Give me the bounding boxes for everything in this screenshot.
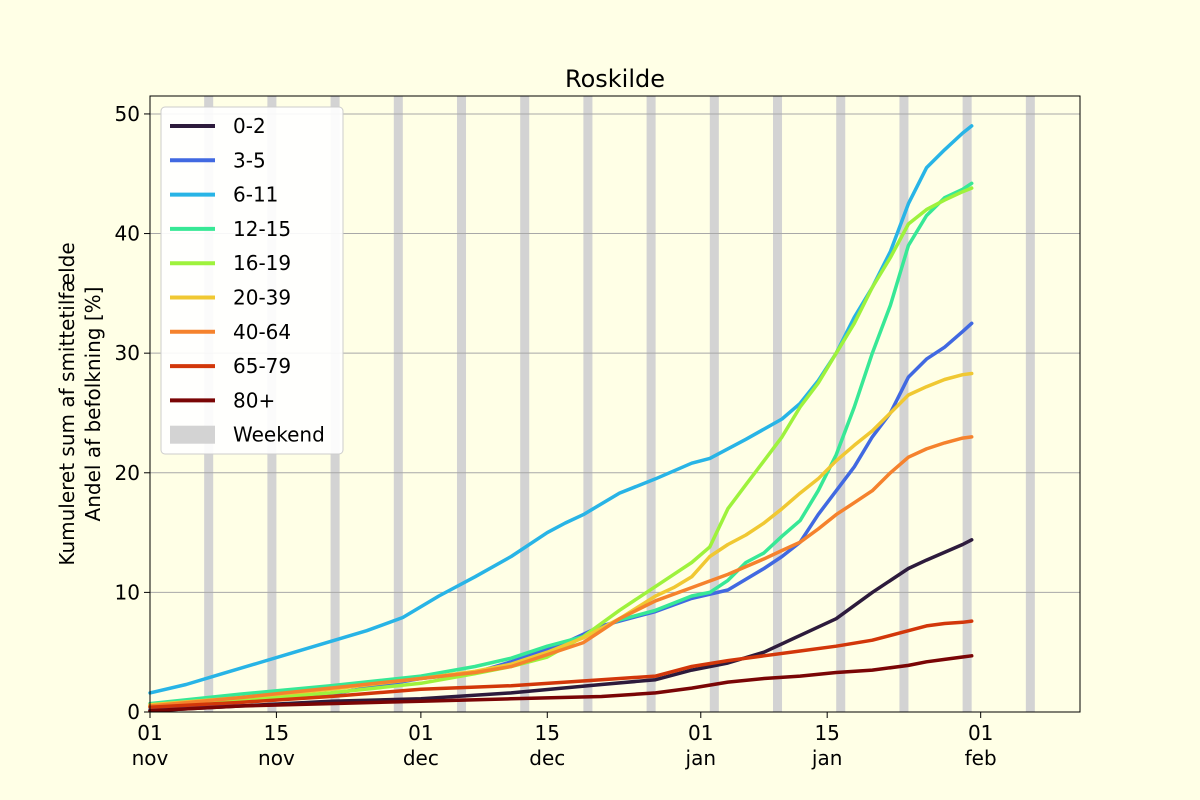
x-tick-label-day-1: 15 xyxy=(264,721,289,745)
x-tick-label-month-0: nov xyxy=(132,746,169,770)
series-line-40-64 xyxy=(148,435,974,708)
weekend-band-9 xyxy=(773,96,783,712)
legend-label-40-64: 40-64 xyxy=(233,320,291,344)
y-tick-label-5: 50 xyxy=(115,102,140,126)
series-line-6-11 xyxy=(148,124,974,695)
weekend-band-6 xyxy=(583,96,593,712)
legend-label-16-19: 16-19 xyxy=(233,251,291,275)
legend-label-3-5: 3-5 xyxy=(233,148,266,172)
x-tick-label-month-5: jan xyxy=(811,746,843,770)
x-tick-label-day-3: 15 xyxy=(535,721,560,745)
weekend-band-10 xyxy=(836,96,846,712)
series-line-0-2 xyxy=(148,538,974,713)
x-tick-label-month-2: dec xyxy=(403,746,439,770)
series-lines xyxy=(148,124,974,713)
series-line-65-79 xyxy=(148,619,974,709)
y-axis-label: Kumuleret sum af smittetilfælde Andel af… xyxy=(55,242,105,565)
legend-label-0-2: 0-2 xyxy=(233,114,266,138)
x-tick-label-day-0: 01 xyxy=(137,721,162,745)
weekend-band-7 xyxy=(646,96,656,712)
y-axis-label-line1: Kumuleret sum af smittetilfælde xyxy=(55,242,79,565)
y-axis: 0 10 20 30 40 50 xyxy=(115,102,150,724)
y-tick-label-4: 40 xyxy=(115,222,140,246)
y-tick-label-1: 10 xyxy=(115,580,140,604)
x-tick-label-month-3: dec xyxy=(529,746,565,770)
y-axis-label-line2: Andel af befolkning [%] xyxy=(81,287,105,522)
legend-label-6-11: 6-11 xyxy=(233,183,278,207)
plot-area xyxy=(148,95,1081,713)
weekend-band-4 xyxy=(456,96,467,712)
weekend-band-11 xyxy=(899,96,909,712)
weekend-band-5 xyxy=(520,96,530,712)
x-tick-label-day-2: 01 xyxy=(408,721,433,745)
legend-label-80+: 80+ xyxy=(233,388,275,412)
series-line-80+ xyxy=(148,654,974,713)
legend-label-weekend: Weekend xyxy=(233,423,325,447)
legend-label-12-15: 12-15 xyxy=(233,217,291,241)
legend-swatch-weekend xyxy=(170,425,215,444)
weekend-band-3 xyxy=(393,96,403,712)
x-tick-label-day-6: 01 xyxy=(968,721,993,745)
legend-label-20-39: 20-39 xyxy=(233,286,291,310)
y-tick-label-2: 20 xyxy=(115,461,140,485)
y-tick-label-0: 0 xyxy=(127,700,140,724)
plot-frame xyxy=(149,95,1081,713)
x-tick-label-day-4: 01 xyxy=(688,721,713,745)
weekend-band-13 xyxy=(1025,96,1035,712)
y-tick-label-3: 30 xyxy=(115,341,140,365)
x-tick-label-month-6: feb xyxy=(965,746,997,770)
chart-title: Roskilde xyxy=(565,65,665,93)
x-tick-label-month-1: nov xyxy=(258,746,295,770)
x-tick-label-month-4: jan xyxy=(685,746,717,770)
legend-label-65-79: 65-79 xyxy=(233,354,291,378)
x-tick-label-day-5: 15 xyxy=(814,721,839,745)
legend: 0-2 3-5 6-11 12-15 16-19 20-39 40-64 65-79 80+ We… xyxy=(160,106,344,455)
series-line-12-15 xyxy=(148,181,974,706)
weekend-band-12 xyxy=(962,96,972,712)
weekend-band-8 xyxy=(709,96,719,712)
